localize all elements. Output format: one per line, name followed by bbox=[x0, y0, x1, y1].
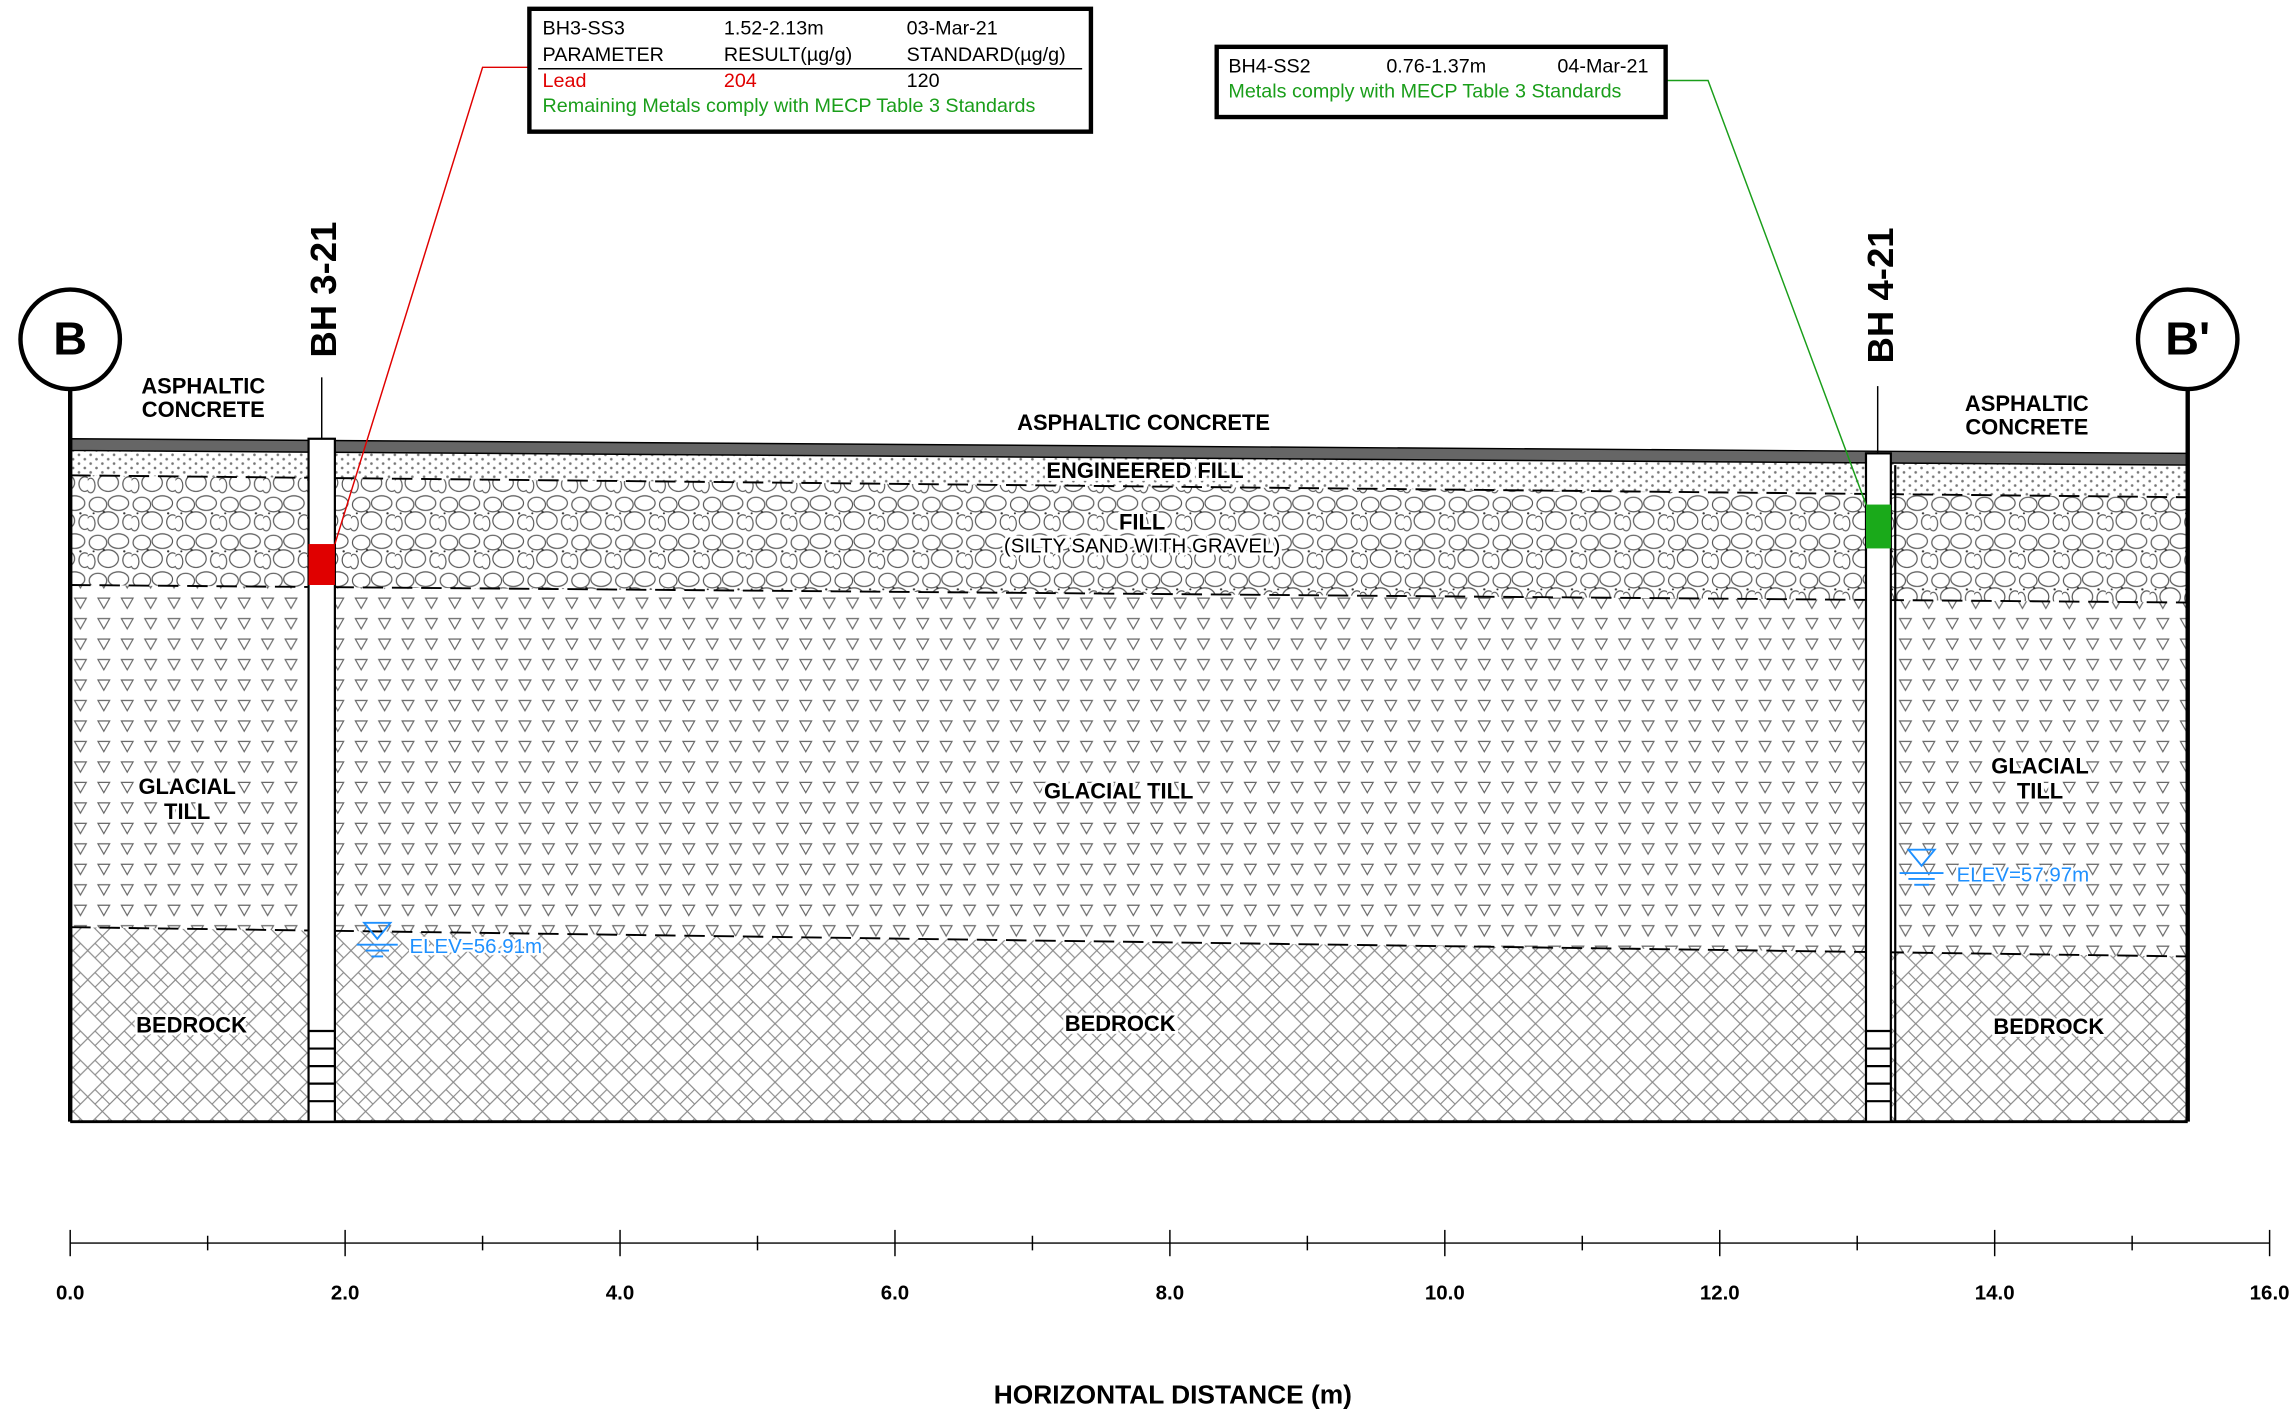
layer-label: BEDROCK bbox=[1065, 1011, 1176, 1036]
layer-label: CONCRETE bbox=[142, 397, 265, 422]
axis-tick-label: 14.0 bbox=[1975, 1282, 2015, 1305]
layer-label: GLACIAL TILL bbox=[1044, 778, 1193, 803]
axis-tick-label: 8.0 bbox=[1156, 1282, 1184, 1305]
axis-tick-label: 2.0 bbox=[331, 1282, 359, 1305]
marker-right: B' bbox=[2165, 313, 2210, 365]
layer-label: BEDROCK bbox=[136, 1012, 247, 1037]
box-cell: 120 bbox=[907, 70, 940, 92]
box-cell: Lead bbox=[543, 70, 587, 92]
layer-label: FILL bbox=[1119, 509, 1165, 534]
box-cell: 0.76-1.37m bbox=[1386, 56, 1486, 78]
box-cell: 204 bbox=[724, 70, 757, 92]
box-cell: BH3-SS3 bbox=[543, 18, 625, 40]
axis-tick-label: 0.0 bbox=[56, 1282, 84, 1305]
borehole bbox=[1866, 453, 1891, 1121]
layer-label: GLACIAL bbox=[1991, 754, 2088, 779]
water-level: ELEV=56.91m bbox=[409, 935, 542, 958]
axis-title: HORIZONTAL DISTANCE (m) bbox=[994, 1380, 1352, 1410]
layer-label: ASPHALTIC CONCRETE bbox=[1017, 410, 1270, 435]
cross-section: B B' BH 3-21 BH 4-21 ELEV=56.91m ELEV=57… bbox=[0, 0, 2293, 1412]
box-cell: STANDARD(µg/g) bbox=[907, 44, 1066, 66]
box-cell: PARAMETER bbox=[543, 44, 664, 66]
sample-exceed bbox=[309, 544, 335, 585]
layer-label: GLACIAL bbox=[138, 774, 235, 799]
box-cell: BH4-SS2 bbox=[1228, 56, 1310, 78]
axis-tick-label: 10.0 bbox=[1425, 1282, 1465, 1305]
layer-label: TILL bbox=[2017, 778, 2063, 803]
layer-label: ENGINEERED FILL bbox=[1046, 458, 1243, 483]
axis-ticks: 0.0 2.0 4.0 6.0 8.0 10.0 12.0 14.0 16.0 bbox=[56, 1230, 2290, 1305]
layer-label: CONCRETE bbox=[1965, 414, 2088, 439]
water-level: ELEV=57.97m bbox=[1957, 863, 2090, 886]
layer-label: ASPHALTIC bbox=[1965, 391, 2089, 416]
box-cell: 1.52-2.13m bbox=[724, 18, 824, 40]
axis-tick-label: 16.0 bbox=[2250, 1282, 2290, 1305]
box-cell: 03-Mar-21 bbox=[907, 18, 998, 40]
borehole-label: BH 3-21 bbox=[303, 222, 344, 358]
leader-line bbox=[1666, 80, 1866, 504]
axis-tick-label: 12.0 bbox=[1700, 1282, 1740, 1305]
box-cell: RESULT(µg/g) bbox=[724, 44, 852, 66]
box-note: Metals comply with MECP Table 3 Standard… bbox=[1228, 80, 1621, 102]
axis-tick-label: 4.0 bbox=[606, 1282, 634, 1305]
borehole-label: BH 4-21 bbox=[1860, 227, 1901, 363]
axis-tick-label: 6.0 bbox=[881, 1282, 909, 1305]
sample-comply bbox=[1866, 505, 1891, 549]
marker-left: B bbox=[53, 313, 87, 365]
layer-label: TILL bbox=[164, 799, 210, 824]
box-note: Remaining Metals comply with MECP Table … bbox=[543, 95, 1036, 117]
borehole bbox=[309, 439, 335, 1122]
layer-description: (SILTY SAND WITH GRAVEL) bbox=[1004, 534, 1280, 557]
layer-label: BEDROCK bbox=[1993, 1014, 2104, 1039]
page: { "markers": {"left": "B", "right": "B'"… bbox=[0, 0, 2293, 1412]
layer-label: ASPHALTIC bbox=[141, 373, 265, 398]
box-cell: 04-Mar-21 bbox=[1557, 56, 1648, 78]
